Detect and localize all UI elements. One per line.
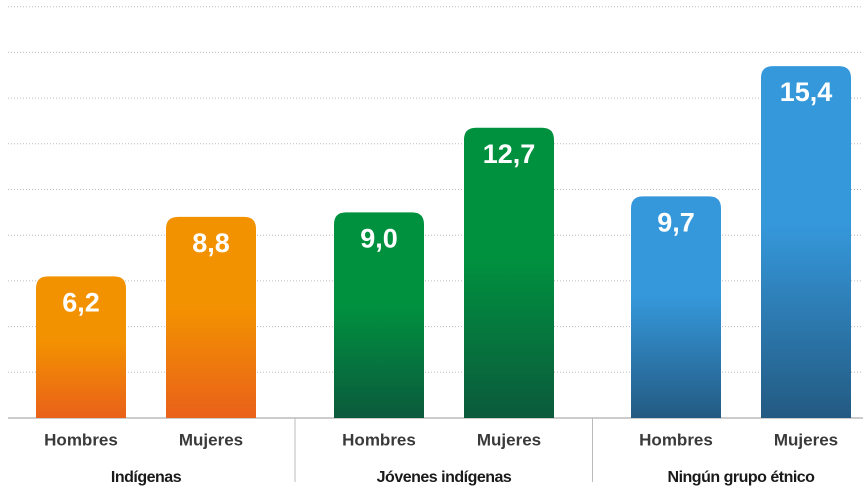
x-tick-label: Mujeres: [477, 430, 541, 449]
group-label: Indígenas: [111, 469, 182, 486]
bar: [761, 66, 851, 419]
x-tick-label: Hombres: [639, 430, 713, 449]
value-label: 9,7: [657, 207, 695, 237]
x-tick-label: Mujeres: [179, 430, 243, 449]
value-label: 8,8: [192, 228, 230, 258]
bar: [166, 216, 256, 418]
value-label: 9,0: [360, 223, 398, 253]
bar: [36, 276, 126, 418]
group-label: Jóvenes indígenas: [377, 469, 512, 486]
value-label: 12,7: [483, 139, 536, 169]
x-tick-label: Hombres: [44, 430, 118, 449]
bar: [631, 196, 721, 418]
x-tick-label: Mujeres: [774, 430, 838, 449]
value-label: 15,4: [780, 77, 833, 107]
x-tick-label: Hombres: [342, 430, 416, 449]
group-label: Ningún grupo étnico: [668, 469, 816, 486]
bar: [334, 212, 424, 418]
value-label: 6,2: [62, 287, 100, 317]
bar: [464, 127, 554, 419]
